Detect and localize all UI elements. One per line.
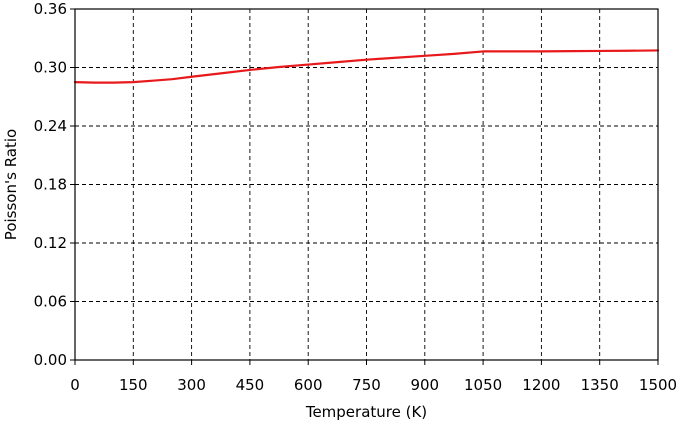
x-tick-label: 1050 — [464, 376, 502, 394]
x-tick-label: 0 — [70, 376, 80, 394]
x-tick-label: 1350 — [581, 376, 619, 394]
x-tick-labels: 0 150 300 450 600 750 900 1050 1200 1350 1500 — [70, 376, 677, 394]
y-tick-labels: 0.00 0.06 0.12 0.18 0.24 0.30 0.36 — [34, 0, 67, 369]
y-tick-label: 0.30 — [34, 59, 67, 77]
x-tick-label: 450 — [236, 376, 265, 394]
series-line — [73, 49, 660, 84]
x-tick-label: 750 — [352, 376, 381, 394]
x-tick-label: 1200 — [522, 376, 560, 394]
grid — [75, 9, 658, 360]
y-tick-label: 0.24 — [34, 117, 67, 135]
x-axis-title: Temperature (K) — [305, 403, 427, 421]
y-tick-label: 0.00 — [34, 351, 67, 369]
x-tick-label: 600 — [294, 376, 323, 394]
tick-marks — [70, 8, 659, 365]
y-axis-title: Poisson's Ratio — [2, 129, 20, 240]
x-tick-label: 900 — [410, 376, 439, 394]
x-tick-label: 300 — [177, 376, 206, 394]
y-tick-label: 0.18 — [34, 176, 67, 194]
y-tick-label: 0.12 — [34, 234, 67, 252]
y-tick-label: 0.06 — [34, 293, 67, 311]
x-tick-label: 150 — [119, 376, 148, 394]
series-layer — [73, 49, 660, 84]
y-tick-label: 0.36 — [34, 0, 67, 18]
x-tick-label: 1500 — [639, 376, 677, 394]
